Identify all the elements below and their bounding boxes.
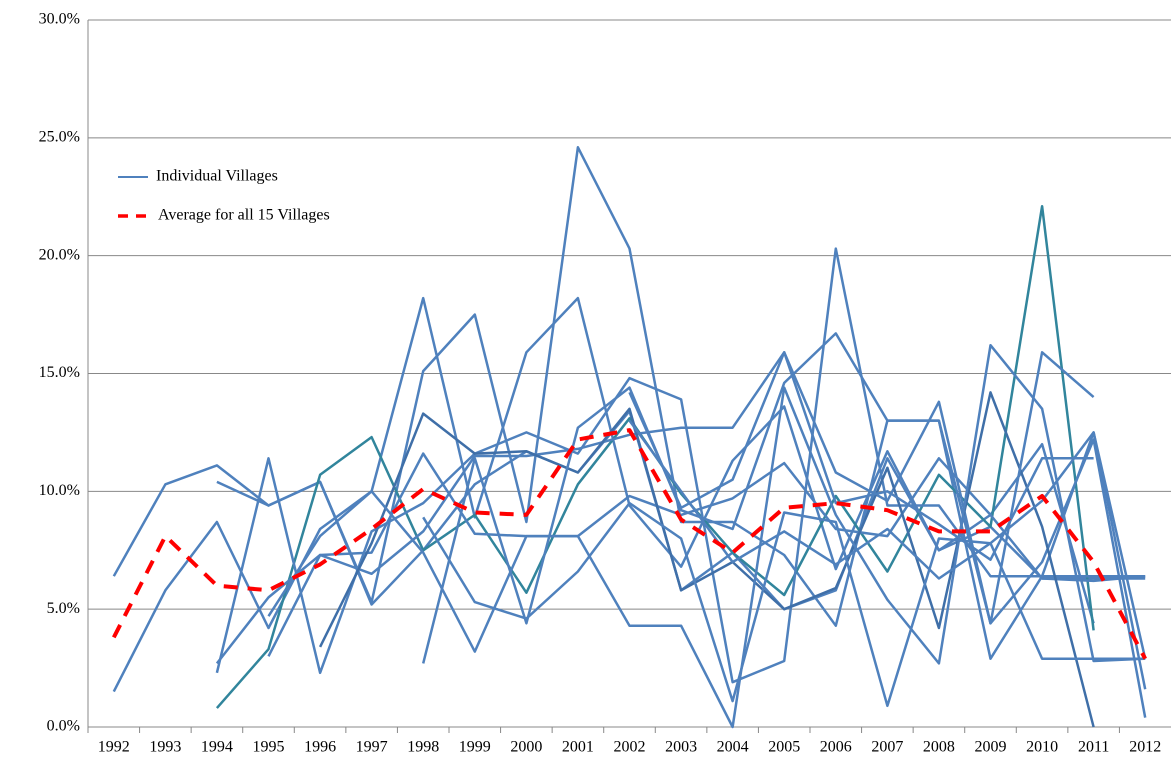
- village-line: [112, 409, 1146, 611]
- x-tick-label: 1999: [459, 739, 491, 756]
- village-line: [215, 452, 1146, 665]
- village-line: [422, 501, 1146, 708]
- legend-label: Average for all 15 Villages: [158, 207, 330, 224]
- x-tick-label: 1996: [304, 739, 336, 756]
- x-tick-label: 1997: [356, 739, 388, 756]
- x-tick-label: 1998: [407, 739, 439, 756]
- x-tick-label: 2010: [1026, 739, 1058, 756]
- village-line: [421, 332, 1095, 664]
- x-tick-label: 2012: [1129, 739, 1161, 756]
- x-tick-label: 1992: [98, 739, 130, 756]
- x-tick-label: 2006: [820, 739, 852, 756]
- x-tick-label: 2000: [510, 739, 542, 756]
- y-tick-label: 0.0%: [47, 718, 80, 735]
- y-tick-label: 15.0%: [39, 364, 80, 381]
- y-tick-label: 10.0%: [39, 482, 80, 499]
- x-tick-label: 1993: [149, 739, 181, 756]
- village-line: [628, 419, 1147, 659]
- x-tick-label: 2005: [768, 739, 800, 756]
- x-tick-label: 2007: [871, 739, 903, 756]
- village-line: [215, 247, 1146, 684]
- village-line: [112, 296, 1095, 693]
- y-tick-label: 25.0%: [39, 129, 80, 146]
- legend-label: Individual Villages: [156, 168, 278, 185]
- average-line: [112, 428, 1147, 660]
- village-line: [267, 351, 1147, 718]
- x-tick-label: 2009: [975, 739, 1007, 756]
- y-tick-label: 30.0%: [39, 11, 80, 28]
- y-tick-label: 20.0%: [39, 246, 80, 263]
- y-tick-label: 5.0%: [47, 600, 80, 617]
- x-tick-label: 2004: [717, 739, 749, 756]
- x-tick-label: 2002: [614, 739, 646, 756]
- x-tick-label: 2001: [562, 739, 594, 756]
- village-line: [216, 146, 1147, 690]
- village-line: [628, 351, 1094, 561]
- x-tick-label: 1995: [253, 739, 285, 756]
- x-tick-label: 2008: [923, 739, 955, 756]
- x-tick-label: 2011: [1078, 739, 1109, 756]
- x-tick-label: 2003: [665, 739, 697, 756]
- x-tick-label: 1994: [201, 739, 233, 756]
- village-line: [267, 343, 1146, 729]
